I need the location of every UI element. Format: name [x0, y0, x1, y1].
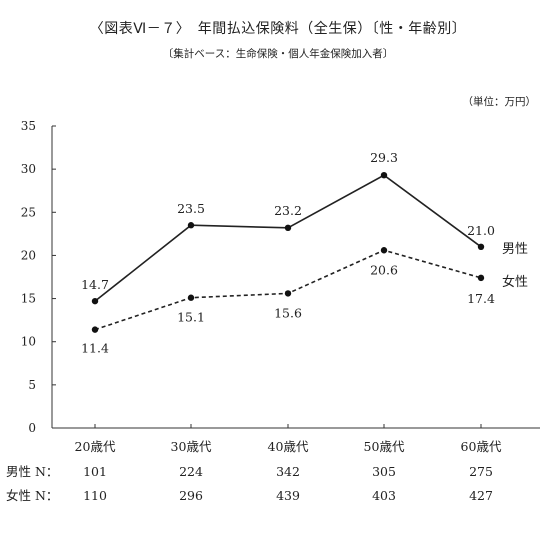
- data-label: 15.6: [274, 305, 302, 320]
- data-label: 21.0: [467, 223, 495, 238]
- data-label: 20.6: [370, 262, 398, 277]
- x-tick-label: 40歳代: [268, 439, 309, 454]
- y-tick-label: 15: [21, 292, 36, 306]
- y-tick-label: 20: [21, 248, 36, 262]
- y-tick-label: 30: [21, 162, 36, 176]
- data-label: 23.2: [274, 203, 302, 218]
- n-value: 224: [179, 464, 203, 479]
- legend-label-male: 男性: [502, 242, 528, 257]
- n-value: 296: [179, 488, 203, 503]
- data-point: [284, 290, 292, 297]
- x-tick-label: 30歳代: [171, 439, 212, 454]
- data-point: [477, 274, 485, 282]
- n-row-label: 男性 N：: [6, 464, 58, 479]
- n-value: 275: [469, 464, 493, 479]
- y-tick-label: 5: [28, 378, 36, 392]
- data-point: [477, 243, 485, 250]
- data-point: [284, 224, 292, 232]
- data-label: 15.1: [177, 310, 205, 325]
- n-value: 101: [83, 464, 107, 479]
- data-point: [187, 222, 195, 229]
- n-value: 305: [372, 464, 396, 479]
- x-tick-label: 20歳代: [75, 439, 116, 454]
- chart-subtitle: 〔集計ベース：生命保険・個人年金保険加入者〕: [162, 48, 394, 60]
- data-label: 17.4: [467, 291, 495, 306]
- data-label: 11.4: [81, 341, 109, 356]
- data-point: [380, 171, 388, 179]
- x-tick-label: 50歳代: [364, 439, 405, 454]
- data-point: [187, 294, 195, 301]
- data-label: 29.3: [370, 150, 398, 165]
- n-value: 342: [276, 464, 300, 479]
- data-point: [380, 247, 388, 254]
- n-value: 439: [276, 488, 300, 503]
- n-value: 427: [469, 488, 493, 503]
- n-value: 403: [372, 488, 396, 503]
- data-label: 23.5: [177, 201, 205, 216]
- n-row-label: 女性 N：: [6, 488, 58, 503]
- x-tick-label: 60歳代: [461, 439, 502, 454]
- series-line-male: [94, 174, 482, 302]
- y-tick-label: 35: [21, 119, 36, 133]
- n-value: 110: [83, 488, 107, 503]
- unit-label: （単位：万円）: [462, 96, 537, 108]
- data-label: 14.7: [81, 277, 109, 292]
- y-tick-label: 25: [21, 205, 36, 219]
- y-tick-label: 10: [21, 335, 36, 349]
- data-point: [91, 326, 99, 333]
- y-tick-label: 0: [28, 421, 36, 435]
- legend-label-female: 女性: [502, 274, 528, 290]
- data-point: [91, 297, 99, 305]
- chart-title: 〈図表Ⅵ－７〉 年間払込保険料（全生保）〔性・年齢別〕: [89, 21, 467, 37]
